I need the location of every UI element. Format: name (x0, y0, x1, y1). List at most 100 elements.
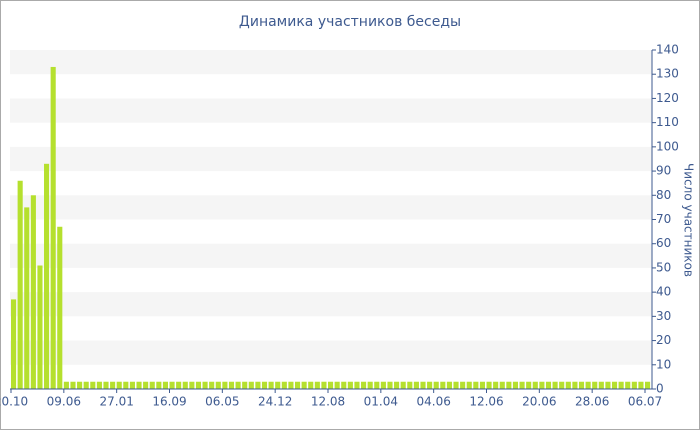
y-tick-label: 100 (656, 139, 679, 153)
bar (103, 381, 109, 389)
bar (512, 381, 519, 389)
x-tick-label: 12.08 (311, 395, 345, 409)
bar (433, 381, 439, 389)
bar (479, 381, 485, 389)
bar (638, 381, 644, 389)
bar (578, 381, 585, 389)
x-tick-label: 04.06 (416, 395, 450, 409)
bar (261, 381, 268, 389)
bar (539, 381, 545, 389)
bar (314, 381, 320, 389)
bar (387, 381, 393, 389)
bar (367, 381, 373, 389)
bar (50, 66, 56, 389)
bar (631, 381, 637, 389)
y-tick-label: 90 (656, 164, 671, 178)
y-tick-label: 50 (656, 260, 671, 274)
bar (486, 381, 492, 389)
y-tick-label: 60 (656, 236, 671, 250)
bar (552, 381, 558, 389)
bar (519, 381, 525, 389)
grid-band (10, 50, 652, 75)
grid-band (10, 146, 652, 172)
bar (354, 381, 360, 389)
bar (255, 381, 261, 389)
bar (341, 381, 347, 389)
y-tick-label: 0 (656, 382, 664, 396)
bar (545, 381, 552, 389)
grid-band (10, 98, 652, 123)
x-tick-label: 12.06 (469, 395, 503, 409)
bar (611, 381, 618, 389)
y-tick-label: 110 (656, 115, 679, 129)
bar (242, 381, 248, 389)
bar (572, 381, 578, 389)
bar (162, 381, 168, 389)
bar (374, 381, 380, 389)
y-tick-label: 130 (656, 67, 679, 81)
bar (618, 381, 624, 389)
x-tick-label: 20.06 (522, 395, 556, 409)
y-tick-label: 70 (656, 212, 671, 226)
x-tick-label: 09.06 (47, 395, 81, 409)
bar (334, 381, 340, 389)
bar (129, 381, 135, 389)
bar (453, 381, 459, 389)
y-tick-label: 20 (656, 333, 671, 347)
bar (176, 381, 182, 389)
y-tick-label: 120 (656, 91, 679, 105)
x-tick-label: 27.01 (99, 395, 133, 409)
bar (24, 207, 30, 389)
bar (228, 381, 235, 389)
bar (585, 381, 591, 389)
y-tick-label: 40 (656, 285, 671, 299)
bar (222, 381, 228, 389)
bar (30, 195, 36, 389)
bar (96, 381, 102, 389)
bar (473, 381, 479, 389)
x-tick-label: 01.04 (364, 395, 398, 409)
bar (361, 381, 367, 389)
bar (156, 381, 162, 389)
x-tick-label: 16.09 (152, 395, 186, 409)
bar (645, 381, 651, 389)
bar (413, 381, 419, 389)
grid-band (10, 340, 652, 365)
bar (288, 381, 294, 389)
bar (493, 381, 499, 389)
bar (427, 381, 433, 389)
bar (466, 381, 472, 389)
bar (189, 381, 195, 389)
x-tick-label: 28.06 (575, 395, 609, 409)
bar (526, 381, 532, 389)
bar (275, 381, 281, 389)
bar (90, 381, 96, 389)
bar (83, 381, 89, 389)
bar (44, 163, 50, 389)
bar (116, 381, 122, 389)
bar (625, 381, 631, 389)
x-tick-label: 24.12 (258, 395, 292, 409)
y-tick-label: 10 (656, 357, 671, 371)
bar (559, 381, 565, 389)
bar (380, 381, 386, 389)
bar (592, 381, 598, 389)
bar (149, 381, 155, 389)
x-tick-label: 06.05 (205, 395, 239, 409)
y-tick-label: 140 (656, 43, 679, 57)
bar (57, 226, 63, 389)
y-tick-label: 30 (656, 309, 671, 323)
bar (209, 381, 215, 389)
bar (420, 381, 426, 389)
bar (17, 180, 23, 389)
bar (37, 265, 43, 389)
bar (248, 381, 254, 389)
bar (182, 381, 188, 389)
bar (446, 381, 452, 389)
bar (499, 381, 505, 389)
bar (77, 381, 83, 389)
grid-band (10, 243, 652, 268)
bar (123, 381, 129, 389)
bar (215, 381, 221, 389)
